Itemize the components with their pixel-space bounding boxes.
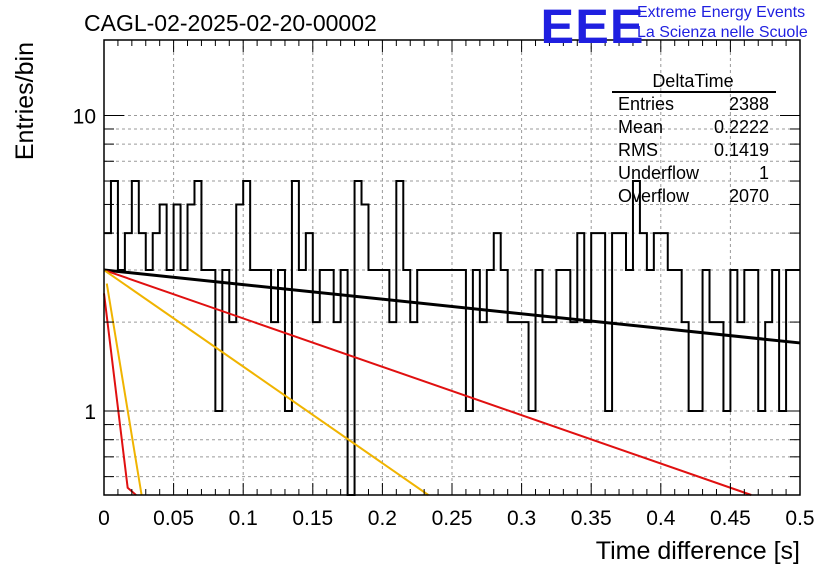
fit-line-black	[103, 268, 801, 345]
stats-value-overflow: 2070	[729, 186, 769, 206]
stats-label-mean: Mean	[618, 117, 663, 137]
logo-subtitle-1: Extreme Energy Events	[637, 4, 806, 21]
y-tick-label: 10	[73, 105, 96, 128]
x-tick-label: 0.2	[368, 507, 397, 530]
fit-line-orange	[105, 283, 143, 496]
x-tick-label: 0.05	[153, 507, 194, 530]
x-tick-label: 0.35	[571, 507, 612, 530]
stats-label-underflow: Underflow	[618, 163, 700, 183]
stats-value-entries: 2388	[729, 94, 769, 114]
x-axis-title: Time difference [s]	[596, 537, 800, 565]
x-tick-label: 0.1	[229, 507, 258, 530]
fit-line-red	[103, 293, 137, 496]
x-tick-label: 0.5	[785, 507, 814, 530]
y-axis-title: Entries/bin	[11, 42, 39, 160]
x-tick-label: 0.25	[432, 507, 473, 530]
stats-box-title: DeltaTime	[652, 71, 733, 91]
y-tick-label: 1	[84, 401, 96, 424]
histogram-line	[104, 180, 800, 496]
x-tick-label: 0.4	[646, 507, 676, 530]
eee-logo: EEE	[540, 1, 645, 54]
stats-label-rms: RMS	[618, 140, 658, 160]
stats-value-mean: 0.2222	[714, 117, 769, 137]
x-tick-label: 0	[98, 507, 110, 530]
x-tick-label: 0.45	[710, 507, 751, 530]
stats-value-underflow: 1	[759, 163, 769, 183]
fit-line-red	[103, 269, 752, 496]
logo-subtitle-2: La Scienza nelle Scuole	[637, 24, 808, 41]
stats-label-entries: Entries	[618, 94, 674, 114]
x-tick-label: 0.15	[292, 507, 333, 530]
stats-label-overflow: Overflow	[618, 186, 690, 206]
run-title: CAGL-02-2025-02-20-00002	[84, 10, 377, 36]
x-tick-label: 0.3	[507, 507, 536, 530]
fit-line-orange	[103, 269, 429, 496]
stats-value-rms: 0.1419	[714, 140, 769, 160]
